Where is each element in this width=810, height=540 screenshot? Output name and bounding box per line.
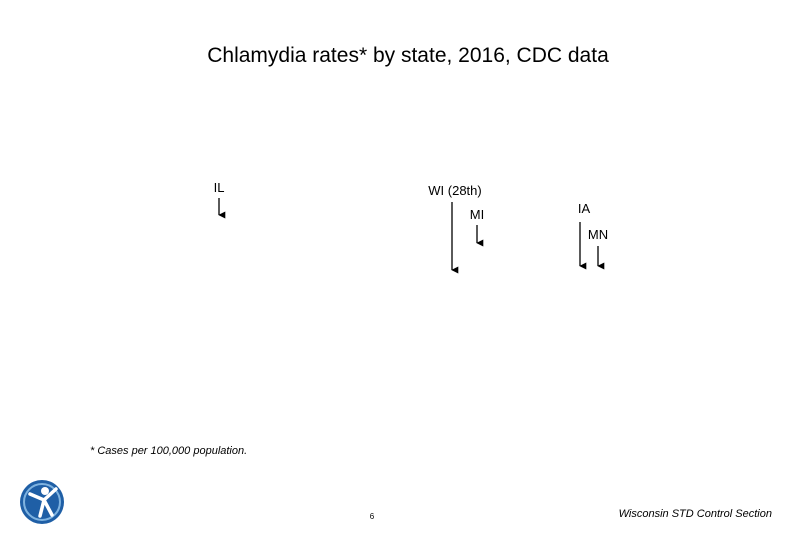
state-label: MN [588, 227, 608, 242]
state-label: IA [578, 201, 591, 216]
page-number: 6 [370, 512, 375, 521]
state-label: MI [470, 207, 484, 222]
footer: Wisconsin STD Control Section [619, 508, 772, 520]
slide-title: Chlamydia rates* by state, 2016, CDC dat… [207, 44, 609, 67]
state-label: IL [214, 180, 225, 195]
footnote: * Cases per 100,000 population. [90, 445, 247, 457]
logo [20, 480, 64, 524]
state-label: WI (28th) [428, 183, 481, 198]
